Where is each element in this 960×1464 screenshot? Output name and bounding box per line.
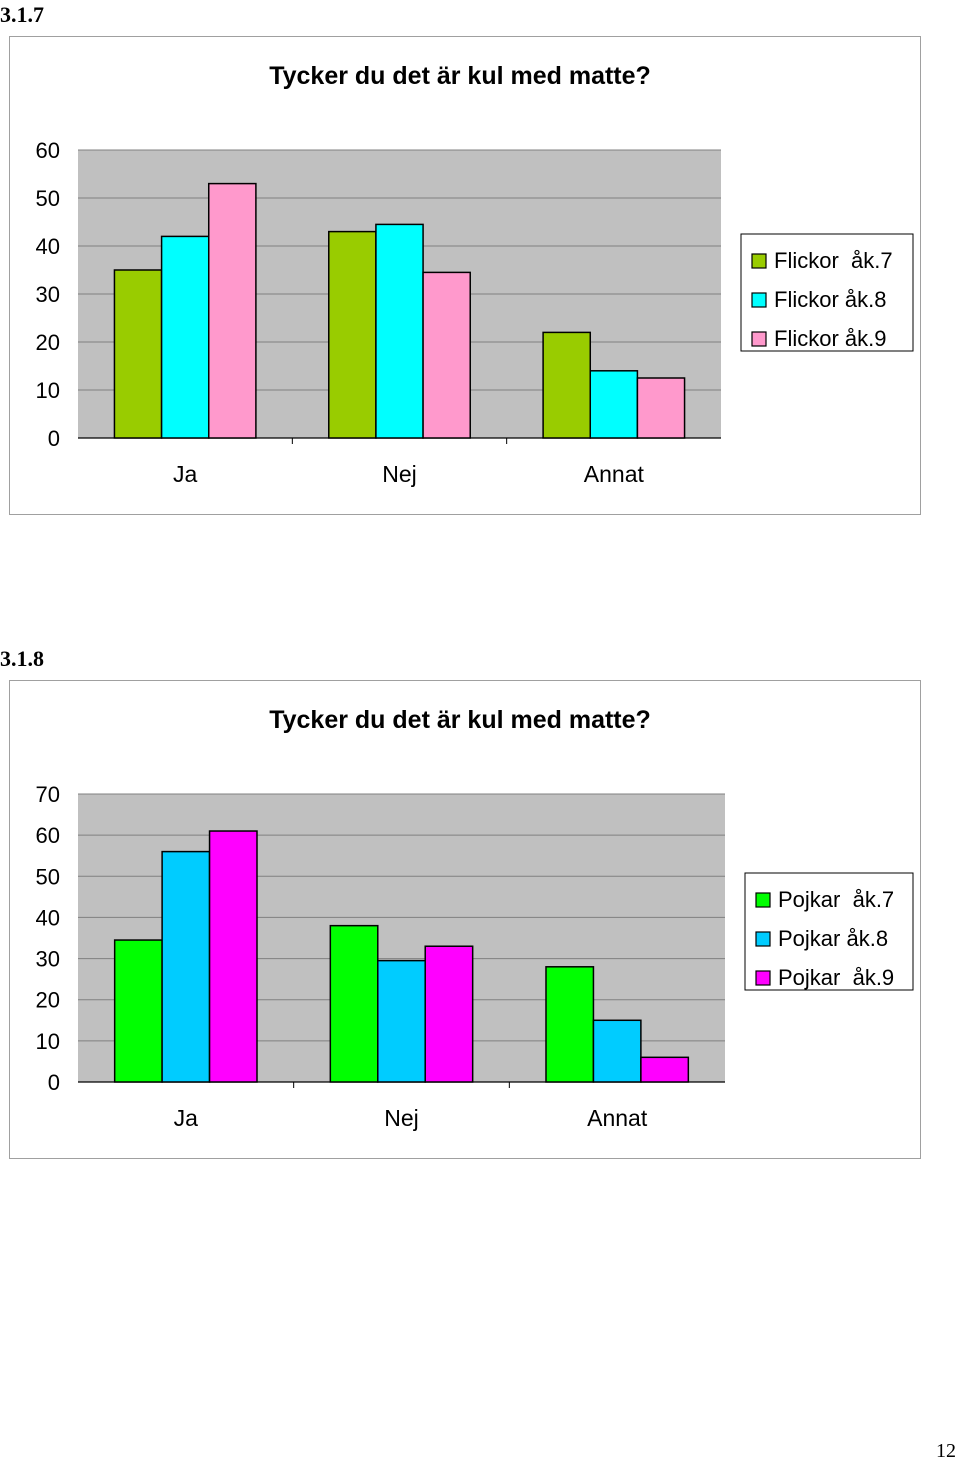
bar [424,945,474,1083]
chart-1: Tycker du det är kul med matte? 0 10 20 30 40… [9,36,921,515]
y-tick-label: 50 [36,186,60,211]
bar [207,182,257,439]
bar [422,271,471,439]
bar [160,235,210,439]
y-tick-label: 30 [36,947,60,972]
page-number: 12 [936,1440,956,1462]
chart-title: Tycker du det är kul med matte? [269,706,651,734]
bar [377,959,426,1083]
y-tick-label: 50 [36,864,60,889]
legend-label: Pojkar åk.9 [778,965,894,990]
y-tick-label: 10 [36,1029,60,1054]
y-tick-label: 40 [36,234,60,259]
category-label: Nej [382,461,417,487]
chart-2: Tycker du det är kul med matte? 0 10 20 30 40… [9,680,921,1159]
y-tick-label: 0 [48,1070,60,1095]
category-label: Annat [584,461,645,487]
legend-label: Flickor åk.7 [774,248,893,273]
y-tick-label: 40 [36,905,60,930]
y-tick-label: 10 [36,378,60,403]
bar [208,830,258,1083]
y-tick-label: 20 [36,988,60,1013]
legend [740,233,914,352]
category-label: Nej [384,1105,419,1131]
bar [542,331,592,439]
y-tick-label: 20 [36,330,60,355]
bar [636,377,686,439]
chart-title: Tycker du det är kul med matte? [269,62,651,90]
legend-swatch [755,892,771,908]
bar [592,1019,642,1083]
legend-swatch [751,292,767,308]
bar [545,966,595,1083]
bar [329,924,379,1083]
legend-label: Pojkar åk.7 [778,887,894,912]
y-tick-label: 70 [36,782,60,807]
legend-swatch [751,331,767,347]
bar [589,370,639,439]
bar [113,269,163,439]
y-tick-label: 30 [36,282,60,307]
category-label: Annat [587,1105,648,1131]
y-tick-label: 0 [48,426,60,451]
bar [375,223,424,439]
category-label: Ja [174,1105,199,1131]
bar [113,939,163,1083]
bar [328,230,377,439]
legend-label: Flickor åk.9 [774,326,886,351]
legend-swatch [755,931,771,947]
legend-label: Flickor åk.8 [774,287,886,312]
chart-svg: Tycker du det är kul med matte? 0 10 20 30 40… [36,62,914,487]
section-number-2: 3.1.8 [0,646,44,671]
chart-svg: Tycker du det är kul med matte? 0 10 20 30 40… [36,706,914,1131]
category-label: Ja [173,461,198,487]
legend-swatch [751,253,767,269]
y-tick-label: 60 [36,138,60,163]
legend [744,872,914,991]
legend-label: Pojkar åk.8 [778,926,888,951]
bar [640,1056,690,1083]
section-number-1: 3.1.7 [0,2,44,27]
y-tick-label: 60 [36,823,60,848]
legend-swatch [755,970,771,986]
bar [161,850,211,1083]
